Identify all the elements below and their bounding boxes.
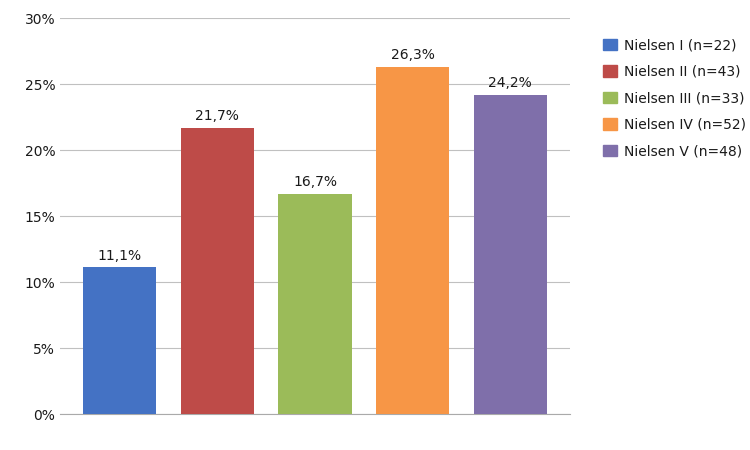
Text: 21,7%: 21,7%: [196, 109, 239, 123]
Text: 11,1%: 11,1%: [98, 249, 142, 263]
Text: 26,3%: 26,3%: [391, 48, 434, 62]
Bar: [83, 267, 157, 414]
Text: 24,2%: 24,2%: [488, 76, 532, 90]
Legend: Nielsen I (n=22), Nielsen II (n=43), Nielsen III (n=33), Nielsen IV (n=52), Niel: Nielsen I (n=22), Nielsen II (n=43), Nie…: [597, 33, 750, 164]
Text: 16,7%: 16,7%: [293, 175, 337, 189]
Bar: [278, 194, 352, 414]
Bar: [376, 67, 449, 414]
Bar: [181, 127, 254, 414]
Bar: [473, 94, 547, 414]
